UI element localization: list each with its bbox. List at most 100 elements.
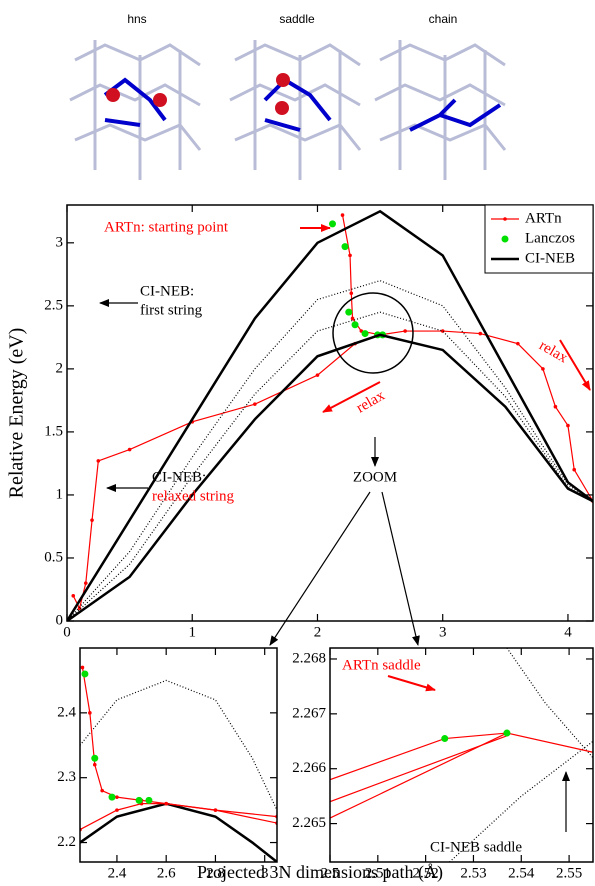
x-tick-label: 2 (314, 624, 322, 640)
point (403, 329, 407, 333)
annotation: ARTn: starting point (104, 219, 229, 235)
point (71, 593, 76, 598)
series-line (80, 802, 277, 862)
series-line (80, 803, 277, 831)
x-tick-label: 2.55 (556, 865, 582, 881)
point (77, 606, 82, 611)
legend-label: CI-NEB (525, 250, 575, 266)
x-tick-label: 2.5 (321, 865, 340, 881)
y-tick-label: 2.2 (57, 834, 76, 850)
point (127, 447, 132, 452)
annotation: first string (140, 302, 203, 318)
y-tick-label: 1.5 (44, 423, 63, 439)
panel-label: saddle (279, 12, 315, 26)
annotation: ARTn saddle (342, 657, 421, 673)
plot-frame (66, 204, 594, 622)
arrow (387, 675, 436, 692)
point (349, 291, 354, 296)
point (340, 213, 345, 217)
x-tick-label: 2.52 (413, 865, 439, 881)
y-tick-label: 2 (56, 360, 64, 376)
x-tick-label: 4 (564, 624, 572, 640)
plot-frame (329, 647, 594, 863)
legend-swatch (503, 217, 507, 221)
point (100, 788, 104, 793)
x-tick-label: 3 (261, 865, 269, 881)
point (341, 243, 349, 251)
lattice (69, 40, 202, 180)
point (213, 808, 218, 812)
annotation: relax (354, 387, 388, 416)
series-line (67, 333, 593, 621)
y-tick-label: 0 (56, 612, 64, 628)
annotation: CI-NEB: (152, 469, 206, 485)
plot-frame (79, 647, 278, 863)
y-tick-label: 2.265 (292, 815, 326, 831)
x-axis-label: Projected 3N dimensions path (Å) (197, 862, 443, 883)
lattice (374, 40, 507, 180)
atom (153, 93, 167, 107)
annotation: ZOOM (353, 469, 397, 485)
point (90, 518, 94, 522)
atoms (103, 73, 502, 132)
x-tick-label: 0 (63, 624, 71, 640)
point (92, 762, 97, 767)
series-line (67, 311, 593, 621)
y-tick-label: 2.268 (292, 650, 326, 666)
annotation: CI-NEB: (140, 283, 194, 299)
x-tick-label: 3 (439, 624, 447, 640)
series-line (506, 648, 593, 759)
series-line (341, 214, 381, 336)
point (345, 308, 353, 316)
series-line (330, 732, 507, 781)
point (315, 373, 320, 377)
annotation: relax (536, 338, 570, 367)
bond (263, 77, 332, 132)
arrow (269, 491, 371, 646)
series-line (67, 209, 593, 621)
y-tick-label: 2.5 (44, 297, 63, 313)
point (145, 796, 153, 804)
point (96, 459, 101, 463)
point (553, 404, 558, 409)
x-tick-label: 2.54 (508, 865, 535, 881)
point (440, 329, 445, 333)
series-line (330, 732, 593, 819)
point (351, 321, 359, 329)
point (441, 735, 449, 743)
point (361, 330, 369, 338)
panel-label: chain (429, 12, 458, 26)
atom (106, 88, 120, 102)
y-tick-label: 3 (56, 234, 64, 250)
panel-label: hns (127, 12, 146, 26)
point (91, 754, 99, 762)
point (88, 711, 92, 715)
annotation: relaxed string (152, 488, 235, 504)
annotation: CI-NEB saddle (430, 839, 522, 855)
series-line (330, 735, 508, 803)
y-tick-label: 2.3 (57, 769, 76, 785)
arrow (322, 381, 381, 413)
point (80, 665, 85, 670)
point (83, 581, 88, 585)
plot-area (330, 648, 593, 862)
plot-area (67, 209, 593, 621)
point (478, 331, 483, 336)
structures (69, 40, 507, 180)
x-tick-label: 2.53 (460, 865, 486, 881)
bond (409, 98, 502, 132)
point (164, 801, 168, 806)
plot-area (80, 665, 277, 862)
x-tick-label: 2.51 (365, 865, 391, 881)
x-tick-label: 2.6 (157, 865, 176, 881)
point (135, 796, 143, 804)
atom (276, 73, 290, 87)
point (253, 402, 257, 406)
point (108, 793, 116, 801)
y-axis-label: Relative Energy (eV) (6, 328, 28, 499)
point (115, 795, 119, 799)
arrow (559, 339, 591, 391)
y-tick-label: 0.5 (44, 549, 63, 565)
point (516, 341, 520, 346)
y-tick-label: 2.267 (292, 705, 326, 721)
